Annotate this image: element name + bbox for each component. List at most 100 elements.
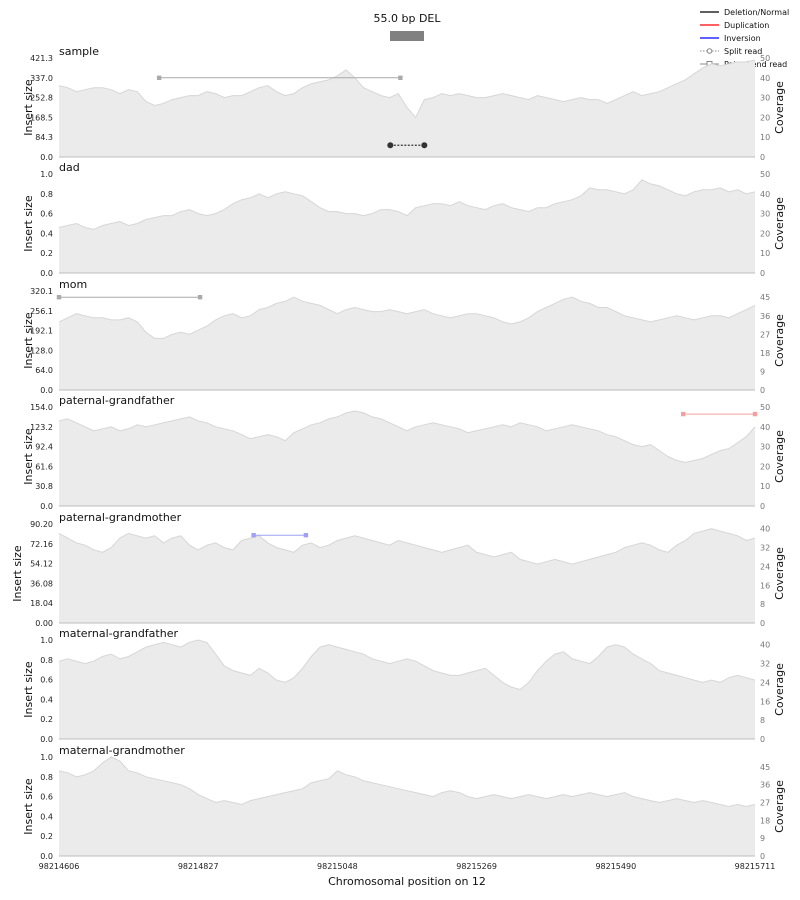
panel-maternal-grandfather: maternal-grandfather 0.0 0.2 0.4 0.6 0.8 1.0 0 8…	[22, 627, 786, 744]
y-tick-label: 64.0	[35, 366, 53, 375]
legend: Deletion/Normal Duplication Inversion Split…	[700, 8, 789, 69]
read-end-marker	[421, 142, 428, 149]
y-tick-label: 90.20	[30, 520, 53, 529]
coverage-tick-label: 0	[760, 386, 765, 395]
y-axis-label: Insert size	[22, 778, 35, 835]
x-axis-label: Chromosomal position on 12	[328, 875, 486, 888]
coverage-tick-label: 18	[760, 816, 770, 825]
legend-label: Split read	[724, 47, 762, 56]
y-tick-label: 0.0	[40, 735, 53, 744]
panel-title: paternal-grandmother	[59, 511, 182, 524]
panel-title: mom	[59, 278, 87, 291]
coverage-area	[59, 297, 755, 390]
y-tick-label: 256.1	[30, 307, 53, 316]
y-tick-label: 1.0	[40, 170, 53, 179]
coverage-tick-label: 0	[760, 502, 765, 511]
coverage-tick-label: 10	[760, 249, 770, 258]
legend-entry: Split read	[700, 47, 762, 56]
coverage-axis-label: Coverage	[773, 81, 786, 134]
coverage-area	[59, 60, 755, 157]
y-tick-label: 30.8	[35, 482, 53, 491]
y-tick-label: 54.12	[30, 560, 53, 569]
panel-paternal-grandfather: paternal-grandfather 0.0 30.8 61.6 92.4 123.2…	[22, 394, 786, 511]
coverage-tick-label: 16	[760, 697, 770, 706]
coverage-axis-label: Coverage	[773, 547, 786, 600]
coverage-tick-label: 20	[760, 229, 770, 238]
y-tick-label: 0.4	[40, 229, 53, 238]
y-tick-label: 0.2	[40, 249, 53, 258]
panel-dad: dad 0.0 0.2 0.4 0.6 0.8 1.0 0 10 20 30 40 50 Insert s…	[22, 161, 786, 278]
read-end-marker	[680, 411, 686, 417]
x-tick-label: 98214827	[178, 862, 219, 871]
y-tick-label: 337.0	[30, 74, 53, 83]
coverage-tick-label: 50	[760, 54, 770, 63]
coverage-tick-label: 0	[760, 735, 765, 744]
y-tick-label: 1.0	[40, 753, 53, 762]
panel-mom: mom 0.0 64.0 128.0 192.1 256.1 320.1 0 9 18 27 36 45…	[22, 278, 786, 395]
read-end-marker	[398, 75, 403, 81]
coverage-tick-label: 8	[760, 600, 765, 609]
x-tick-label: 98215490	[595, 862, 636, 871]
coverage-tick-label: 40	[760, 641, 770, 650]
coverage-tick-label: 32	[760, 544, 770, 553]
legend-entry: Duplication	[700, 21, 769, 30]
y-tick-label: 0.00	[35, 619, 53, 628]
coverage-line	[58, 179, 756, 230]
read-end-marker	[251, 532, 256, 538]
panels: sample 0.0 84.3 168.5 252.8 337.0 421.3 0 10 20 30…	[11, 45, 786, 861]
y-axis-label: Insert size	[11, 545, 24, 602]
coverage-tick-label: 0	[760, 852, 765, 861]
coverage-tick-label: 0	[760, 619, 765, 628]
y-tick-label: 421.3	[30, 54, 53, 63]
coverage-line	[58, 296, 756, 339]
x-tick-label: 98215269	[456, 862, 497, 871]
coverage-tick-label: 27	[760, 330, 770, 339]
legend-entry: Deletion/Normal	[700, 8, 789, 17]
coverage-tick-label: 8	[760, 716, 765, 725]
coverage-axis-label: Coverage	[773, 197, 786, 250]
y-tick-label: 84.3	[35, 133, 53, 142]
coverage-line	[58, 59, 756, 119]
x-axis: 98214606 98214827 98215048 98215269 98215490…	[39, 862, 776, 871]
coverage-tick-label: 40	[760, 423, 770, 432]
read-end-marker	[56, 295, 62, 300]
legend-marker	[706, 48, 713, 54]
x-tick-label: 98215048	[317, 862, 358, 871]
coverage-line	[58, 639, 756, 691]
coverage-axis-label: Coverage	[773, 430, 786, 483]
y-tick-label: 0.8	[40, 190, 53, 199]
y-tick-label: 1.0	[40, 636, 53, 645]
y-tick-label: 0.0	[40, 153, 53, 162]
coverage-line	[58, 528, 756, 565]
panel-sample: sample 0.0 84.3 168.5 252.8 337.0 421.3 0 10 20 30…	[22, 45, 786, 162]
y-tick-label: 192.1	[30, 327, 53, 336]
y-tick-label: 128.0	[30, 346, 53, 355]
coverage-tick-label: 20	[760, 462, 770, 471]
read-end-marker	[752, 411, 758, 417]
coverage-tick-label: 50	[760, 170, 770, 179]
coverage-line	[58, 756, 756, 808]
coverage-tick-label: 32	[760, 660, 770, 669]
legend-label: Paired-end read	[724, 60, 787, 69]
coverage-tick-label: 45	[760, 293, 770, 302]
variant-bar	[390, 31, 424, 41]
coverage-tick-label: 18	[760, 349, 770, 358]
coverage-tick-label: 36	[760, 781, 770, 790]
coverage-tick-label: 24	[760, 562, 770, 571]
coverage-tick-label: 50	[760, 403, 770, 412]
coverage-tick-label: 20	[760, 113, 770, 122]
read-end-marker	[303, 532, 309, 538]
coverage-tick-label: 45	[760, 763, 770, 772]
coverage-area	[59, 411, 755, 506]
coverage-area	[59, 528, 755, 623]
y-axis-label: Insert size	[22, 79, 35, 136]
coverage-tick-label: 9	[760, 367, 765, 376]
coverage-axis-label: Coverage	[773, 780, 786, 833]
y-axis-label: Insert size	[22, 195, 35, 252]
legend-entry: Inversion	[700, 34, 761, 43]
legend-label: Inversion	[724, 34, 761, 43]
read-end-marker	[387, 142, 394, 149]
y-tick-label: 61.6	[35, 462, 53, 471]
coverage-tick-label: 27	[760, 799, 770, 808]
